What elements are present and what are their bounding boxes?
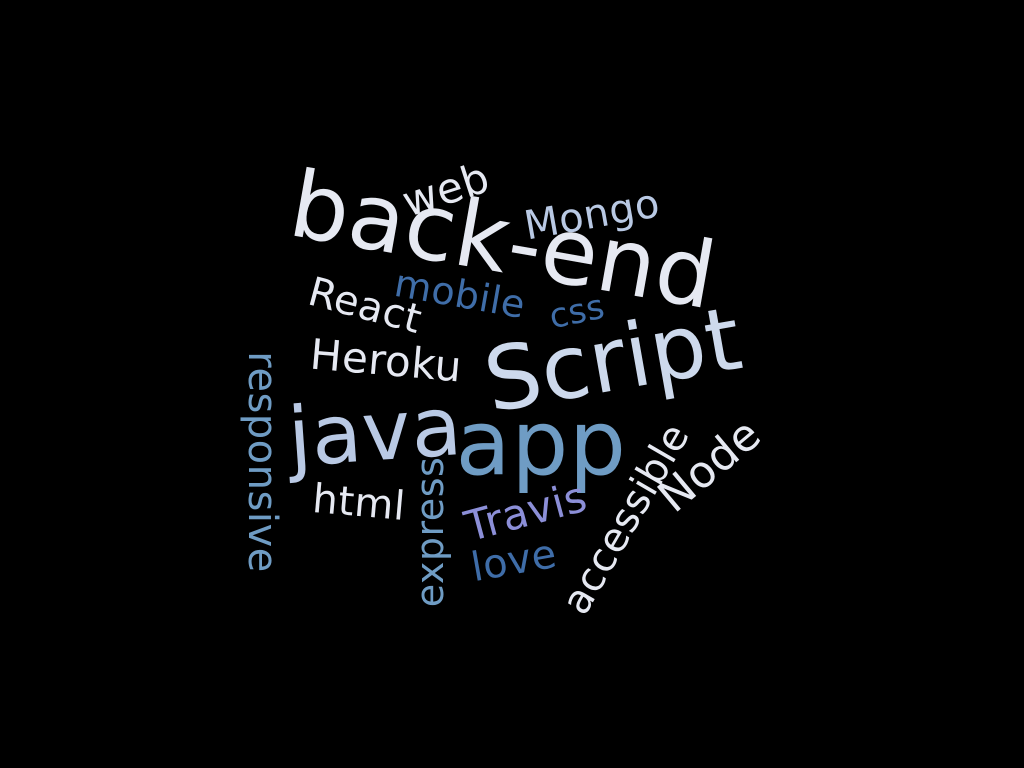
word-express: express [408,456,452,608]
word-responsive: responsive [239,351,285,573]
word-app: app [455,391,627,496]
word-html: html [310,476,408,530]
